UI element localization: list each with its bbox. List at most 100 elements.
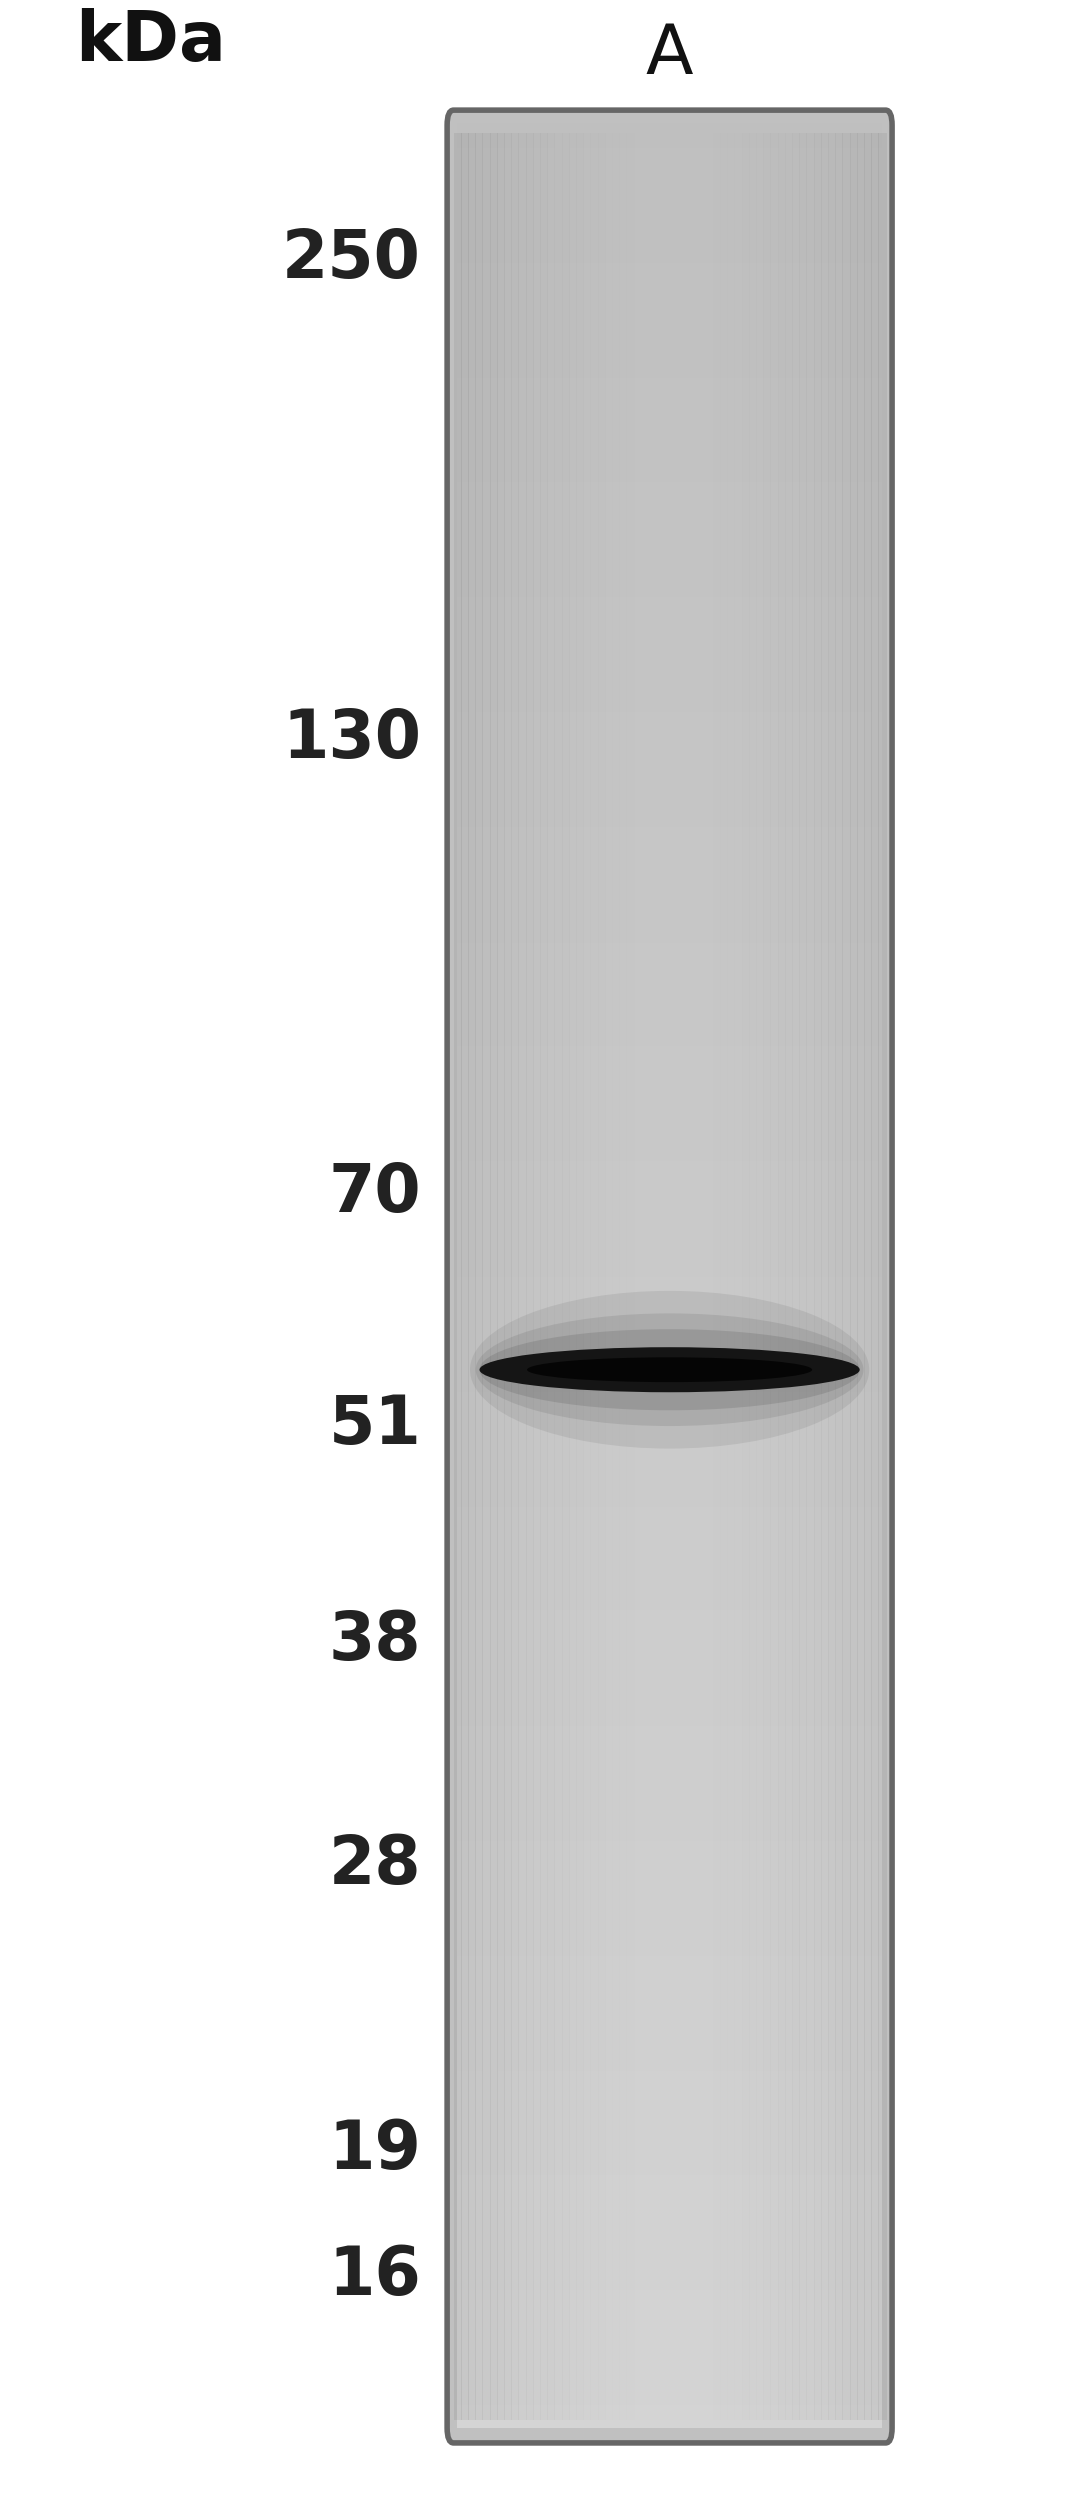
Bar [457,1654,882,1667]
Bar [605,133,613,2420]
Bar [457,1159,882,1174]
Bar [457,2067,882,2082]
Bar [461,133,469,2420]
Bar [457,1504,882,1519]
Bar [457,733,882,746]
Bar [540,133,549,2420]
Bar [457,1216,882,1231]
Bar [457,1344,882,1357]
Text: 19: 19 [328,2118,421,2183]
Bar [457,330,882,343]
Bar [457,721,882,736]
Bar [457,2173,882,2185]
Bar [597,133,606,2420]
Bar [583,133,592,2420]
Bar [457,1987,882,2002]
Bar [457,548,882,563]
Bar [457,1204,882,1219]
Bar [457,1907,882,1922]
Bar [457,503,882,516]
Text: 250: 250 [282,225,421,293]
Bar [457,1239,882,1254]
Bar [511,133,519,2420]
Bar [457,894,882,909]
Bar [713,133,721,2420]
Bar [457,1539,882,1552]
Bar [457,1735,882,1750]
Bar [457,1827,882,1840]
Bar [727,133,735,2420]
Bar [457,203,882,218]
Bar [457,676,882,688]
Bar [457,481,882,493]
Bar [532,133,541,2420]
Bar [457,1562,882,1577]
Bar [526,133,534,2420]
Bar [457,756,882,771]
Bar [457,1574,882,1587]
Ellipse shape [480,1347,860,1392]
Bar [457,410,882,426]
Bar [562,133,570,2420]
Bar [457,1722,882,1737]
Bar [457,1597,882,1609]
Bar [457,2345,882,2358]
Bar [457,596,882,608]
Bar [457,1712,882,1725]
Bar [457,2183,882,2198]
Text: 38: 38 [328,1607,421,1675]
Text: 130: 130 [282,706,421,771]
Bar [457,2093,882,2105]
Bar [548,133,555,2420]
Text: A: A [646,20,693,88]
Bar [457,1424,882,1437]
Bar [457,1677,882,1692]
Bar [457,1885,882,1897]
Bar [756,133,765,2420]
Bar [828,133,836,2420]
Bar [457,583,882,598]
Bar [457,641,882,656]
Bar [699,133,706,2420]
Bar [457,513,882,528]
Bar [457,398,882,413]
Bar [457,1469,882,1484]
Bar [468,133,476,2420]
Bar [457,849,882,861]
Bar [457,2057,882,2070]
Bar [770,133,779,2420]
Bar [457,2390,882,2405]
Bar [813,133,822,2420]
Bar [457,1124,882,1139]
Bar [457,2115,882,2128]
Bar [457,941,882,954]
Bar [457,1459,882,1472]
Bar [457,1089,882,1104]
Bar [457,1805,882,1817]
Bar [684,133,692,2420]
Bar [656,133,663,2420]
Bar [457,628,882,643]
Bar [457,2240,882,2255]
Bar [457,986,882,1001]
Bar [457,1482,882,1494]
Bar [619,133,627,2420]
Bar [457,1332,882,1347]
Bar [457,215,882,228]
Bar [457,2010,882,2025]
Bar [457,2150,882,2163]
Bar [457,180,882,195]
Bar [799,133,808,2420]
Bar [457,388,882,400]
Bar [457,423,882,436]
Bar [483,133,490,2420]
Bar [457,468,882,483]
Bar [457,1872,882,1887]
Bar [457,250,882,263]
Bar [457,1664,882,1680]
Ellipse shape [527,1357,812,1382]
Bar [785,133,793,2420]
Bar [648,133,657,2420]
Bar [457,653,882,666]
Bar [457,2022,882,2037]
